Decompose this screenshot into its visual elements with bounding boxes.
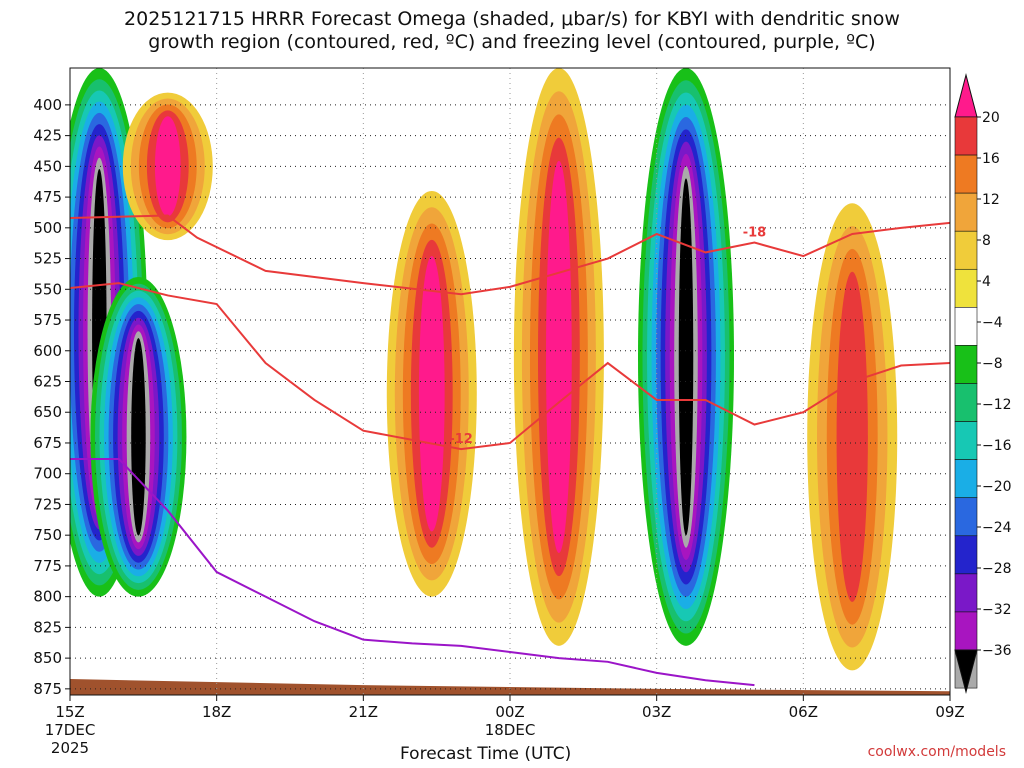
colorbar-top-arrow [954,73,978,118]
y-tick-label-750: 750 [33,526,62,544]
y-tick-label-825: 825 [33,618,62,636]
chart-title-line-2: growth region (contoured, red, ºC) and f… [148,31,876,53]
colorbar-swatch-11 [954,497,978,537]
colorbar-swatch-3 [954,192,978,232]
x-tick-label-6: 21Z [349,703,378,721]
x-tick-label-0: 15Z [55,703,84,721]
colorbar-label-7: −12 [982,397,1012,413]
contour-2 [70,457,755,687]
colorbar-label-1: 16 [982,151,1000,167]
y-tick-label-700: 700 [33,465,62,483]
contour-1 [70,282,950,451]
omega-descent-4-band-4 [546,160,572,553]
contour-label-0: -18 [743,226,767,241]
colorbar-swatch-5 [954,268,978,308]
colorbar-label-6: −8 [982,356,1003,372]
colorbar-bottom-arrow [954,649,978,694]
colorbar-label-5: −4 [982,315,1003,331]
x-axis-label: Forecast Time (UTC) [400,744,572,764]
y-tick-label-875: 875 [33,680,62,698]
colorbar-label-8: −16 [982,438,1012,454]
credit-link[interactable]: coolwx.com/models [867,744,1006,760]
x-tick-date-0: 17DEC [45,721,96,739]
omega-ascent-5-band-9 [678,178,694,536]
colorbar-swatch-7 [954,345,978,384]
y-tick-label-600: 600 [33,342,62,360]
y-tick-label-425: 425 [33,127,62,145]
y-tick-label-775: 775 [33,557,62,575]
x-tick-year-0: 2025 [51,739,89,757]
contour-lines: -18 -12 [70,214,950,687]
colorbar-swatch-9 [954,421,978,460]
y-tick-label-575: 575 [33,311,62,329]
colorbar-swatch-14 [954,611,978,651]
colorbar-swatch-8 [954,383,978,422]
contour-0 [70,214,950,296]
chart-title-line-1: 2025121715 HRRR Forecast Omega (shaded, … [124,8,900,30]
colorbar-label-11: −28 [982,561,1012,577]
colorbar-label-10: −24 [982,520,1012,536]
y-tick-label-500: 500 [33,219,62,237]
omega-descent-3-band-4 [418,256,445,532]
omega-shading [70,68,950,695]
colorbar-label-0: 20 [982,110,1000,126]
contour-label-1: -12 [449,432,473,447]
colorbar-swatch-1 [954,116,978,156]
colorbar: 20 16 12 8 4 −4 −8 −12 −16 −20 −24 −28 −32 −36 [954,73,1012,694]
omega-ascent-1-band-9 [131,338,146,536]
y-tick-label-475: 475 [33,188,62,206]
chart-title: 2025121715 HRRR Forecast Omega (shaded, … [0,8,1024,54]
x-tick-label-18: 09Z [935,703,964,721]
y-tick-label-625: 625 [33,373,62,391]
y-tick-label-725: 725 [33,495,62,513]
y-tick-label-550: 550 [33,280,62,298]
colorbar-label-3: 8 [982,233,991,249]
colorbar-label-2: 12 [982,192,1000,208]
colorbar-swatch-6 [954,307,978,346]
colorbar-label-9: −20 [982,479,1012,495]
x-tick-label-9: 00Z [495,703,524,721]
terrain [70,679,950,695]
y-axis-ticks: 400 425 450 475 500 525 550 575 600 625 650 675 700 7… [33,96,70,698]
y-tick-label-850: 850 [33,649,62,667]
gridlines [69,68,951,695]
x-tick-date-9: 18DEC [485,721,536,739]
y-tick-label-675: 675 [33,434,62,452]
y-tick-label-800: 800 [33,588,62,606]
colorbar-swatch-10 [954,459,978,499]
colorbar-swatch-2 [954,154,978,194]
y-tick-label-525: 525 [33,250,62,268]
omega-descent-6-band-3 [836,271,868,602]
omega-descent-2-band-4 [154,116,181,217]
y-tick-label-450: 450 [33,157,62,175]
y-tick-label-400: 400 [33,96,62,114]
colorbar-swatch-12 [954,535,978,575]
colorbar-swatch-13 [954,573,978,613]
x-tick-label-12: 03Z [642,703,671,721]
colorbar-label-12: −32 [982,602,1012,618]
colorbar-swatch-4 [954,230,978,270]
y-tick-label-650: 650 [33,403,62,421]
colorbar-label-13: −36 [982,643,1012,659]
x-tick-label-15: 06Z [789,703,818,721]
x-tick-label-3: 18Z [202,703,231,721]
colorbar-label-4: 4 [982,274,991,290]
